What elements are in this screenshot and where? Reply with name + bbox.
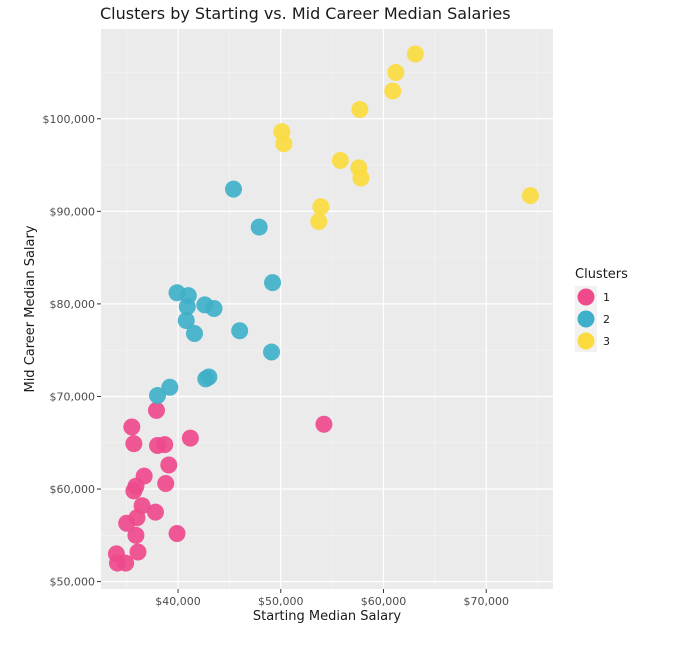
data-point-cluster-1 bbox=[157, 474, 175, 492]
data-point-cluster-3 bbox=[406, 45, 424, 63]
data-point-cluster-1 bbox=[168, 524, 186, 542]
legend-label-cluster-1: 1 bbox=[603, 291, 610, 304]
y-tick-label: $90,000 bbox=[50, 205, 96, 218]
legend-label-cluster-2: 2 bbox=[603, 313, 610, 326]
data-point-cluster-3 bbox=[275, 135, 293, 153]
data-points bbox=[107, 45, 539, 572]
y-tick-label: $100,000 bbox=[43, 113, 96, 126]
data-point-cluster-1 bbox=[160, 456, 178, 474]
legend-title: Clusters bbox=[575, 267, 628, 282]
data-point-cluster-1 bbox=[147, 401, 165, 419]
data-point-cluster-1 bbox=[315, 415, 333, 433]
data-point-cluster-1 bbox=[125, 435, 143, 453]
chart-title: Clusters by Starting vs. Mid Career Medi… bbox=[100, 4, 511, 23]
legend: Clusters 1 2 3 bbox=[575, 267, 628, 352]
x-tick-label: $40,000 bbox=[155, 595, 201, 608]
legend-key-cluster-3 bbox=[577, 332, 595, 350]
data-point-cluster-1 bbox=[133, 497, 151, 515]
data-point-cluster-2 bbox=[263, 343, 281, 361]
data-point-cluster-1 bbox=[117, 554, 135, 572]
data-point-cluster-3 bbox=[310, 213, 328, 231]
data-point-cluster-2 bbox=[231, 322, 249, 340]
x-axis-ticks: $40,000 $50,000 $60,000 $70,000 bbox=[155, 589, 509, 608]
y-tick-label: $50,000 bbox=[50, 576, 96, 589]
data-point-cluster-3 bbox=[312, 198, 330, 216]
legend-key-cluster-1 bbox=[577, 288, 595, 306]
legend-label-cluster-3: 3 bbox=[603, 335, 610, 348]
y-tick-label: $80,000 bbox=[50, 298, 96, 311]
data-point-cluster-1 bbox=[135, 467, 153, 485]
data-point-cluster-3 bbox=[331, 151, 349, 169]
data-point-cluster-3 bbox=[387, 64, 405, 82]
data-point-cluster-3 bbox=[352, 169, 370, 187]
data-point-cluster-2 bbox=[179, 287, 197, 305]
data-point-cluster-1 bbox=[181, 429, 199, 447]
data-point-cluster-2 bbox=[177, 312, 195, 330]
data-point-cluster-2 bbox=[200, 368, 218, 386]
data-point-cluster-3 bbox=[384, 82, 402, 100]
data-point-cluster-1 bbox=[156, 436, 174, 454]
data-point-cluster-3 bbox=[521, 187, 539, 205]
y-tick-label: $70,000 bbox=[50, 390, 96, 403]
data-point-cluster-1 bbox=[146, 503, 164, 521]
data-point-cluster-2 bbox=[185, 325, 203, 343]
data-point-cluster-1 bbox=[129, 543, 147, 561]
data-point-cluster-1 bbox=[123, 418, 141, 436]
data-point-cluster-2 bbox=[161, 378, 179, 396]
y-axis-label: Mid Career Median Salary bbox=[23, 225, 38, 392]
data-point-cluster-1 bbox=[127, 526, 145, 544]
x-tick-label: $60,000 bbox=[361, 595, 407, 608]
data-point-cluster-3 bbox=[351, 101, 369, 119]
plot-panel bbox=[101, 29, 553, 589]
data-point-cluster-2 bbox=[264, 274, 282, 292]
legend-key-cluster-2 bbox=[577, 310, 595, 328]
y-axis-ticks: $50,000 $60,000 $70,000 $80,000 $90,000 $100,… bbox=[43, 113, 101, 589]
data-point-cluster-2 bbox=[225, 180, 243, 198]
data-point-cluster-2 bbox=[250, 218, 268, 236]
data-point-cluster-2 bbox=[205, 300, 223, 318]
x-tick-label: $50,000 bbox=[258, 595, 304, 608]
x-axis-label: Starting Median Salary bbox=[253, 609, 402, 624]
y-tick-label: $60,000 bbox=[50, 483, 96, 496]
x-tick-label: $70,000 bbox=[463, 595, 509, 608]
data-point-cluster-2 bbox=[149, 387, 166, 405]
